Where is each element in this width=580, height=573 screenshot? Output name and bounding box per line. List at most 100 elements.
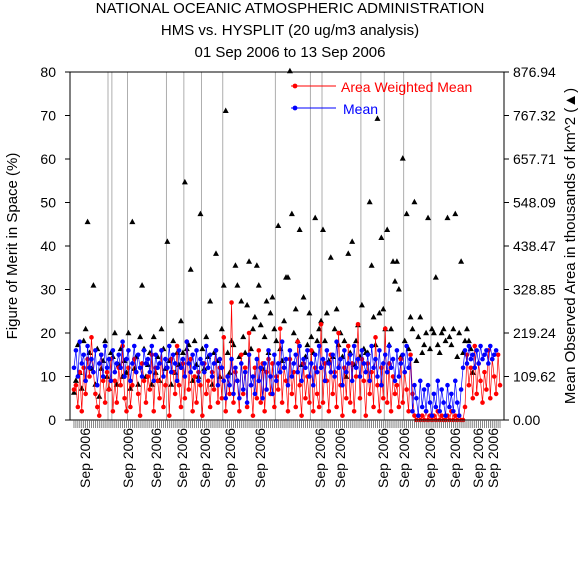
chart-title: NATIONAL OCEANIC ATMOSPHERIC ADMINISTRAT…	[96, 0, 485, 17]
mean-point	[338, 356, 343, 362]
mean-point	[375, 374, 380, 379]
mean-point	[81, 352, 86, 358]
area-triangle-point	[232, 262, 239, 268]
mean-point	[433, 404, 439, 410]
area-triangle-point	[425, 214, 432, 221]
right-tick-label: 109.62	[513, 368, 556, 384]
area-weighted-mean-point	[73, 382, 79, 388]
area-weighted-mean-point	[198, 382, 203, 388]
mean-point	[104, 365, 110, 371]
mean-point	[295, 369, 301, 375]
area-triangle-point	[384, 226, 391, 233]
area-weighted-mean-point	[493, 391, 499, 397]
area-weighted-mean-point	[240, 391, 246, 397]
area-weighted-mean-point	[275, 387, 281, 392]
mean-point	[178, 365, 184, 371]
mean-point	[454, 400, 460, 405]
area-weighted-mean-point	[100, 378, 106, 384]
area-weighted-mean-point	[484, 387, 489, 392]
mean-point	[410, 409, 415, 414]
mean-point	[219, 365, 225, 371]
area-triangle-point	[271, 325, 278, 332]
area-weighted-mean-point	[495, 352, 501, 358]
right-y-axis-label: Mean Observed Area in thousands of km^2 …	[562, 88, 579, 404]
area-weighted-mean-point	[167, 413, 172, 418]
area-triangle-point	[454, 353, 461, 360]
mean-point	[365, 352, 371, 358]
mean-point	[384, 369, 390, 375]
mean-point	[149, 343, 155, 349]
area-weighted-mean-point	[229, 300, 234, 305]
area-weighted-mean-point	[419, 413, 425, 418]
mean-point	[202, 369, 207, 375]
area-triangle-point	[349, 238, 356, 244]
area-triangle-point	[438, 329, 445, 336]
x-tick-label: Sep 2006	[375, 428, 391, 488]
area-triangle-point	[90, 282, 97, 288]
mean-point	[390, 356, 396, 362]
area-triangle-point	[244, 301, 251, 308]
area-triangle-point	[292, 305, 299, 312]
mean-point	[205, 365, 211, 371]
area-triangle-point	[374, 115, 381, 121]
mean-point	[242, 369, 248, 375]
mean-point	[139, 374, 145, 379]
area-triangle-point	[415, 333, 422, 340]
mean-point	[301, 356, 306, 362]
mean-point	[493, 348, 499, 353]
area-triangle-point	[413, 357, 420, 363]
area-weighted-mean-point	[104, 369, 110, 375]
mean-point	[233, 365, 238, 371]
mean-point	[93, 348, 98, 353]
mean-point	[264, 387, 269, 392]
area-weighted-mean-point	[334, 404, 339, 410]
mean-point	[79, 361, 85, 366]
mean-point	[324, 348, 330, 353]
mean-point	[165, 365, 170, 371]
mean-point	[182, 374, 188, 379]
area-triangle-point	[304, 341, 311, 348]
area-weighted-mean-point	[221, 335, 227, 340]
area-triangle-point	[318, 317, 325, 324]
area-triangle-point	[450, 325, 457, 332]
mean-point	[468, 356, 474, 362]
area-triangle-point	[448, 341, 455, 348]
mean-point	[423, 409, 429, 414]
mean-point	[396, 374, 402, 379]
area-triangle-point	[72, 377, 79, 383]
area-weighted-mean-point	[155, 378, 160, 384]
mean-point	[268, 374, 273, 379]
area-weighted-mean-point	[223, 409, 229, 414]
mean-point	[116, 352, 122, 358]
mean-point	[297, 343, 302, 349]
mean-point	[332, 374, 337, 379]
area-weighted-mean-point	[309, 348, 314, 353]
area-triangle-point	[207, 297, 214, 304]
area-triangle-point	[257, 321, 264, 328]
area-weighted-mean-point	[375, 382, 380, 388]
mean-point	[217, 356, 223, 362]
area-triangle-point	[220, 282, 227, 288]
mean-point	[345, 361, 351, 366]
area-weighted-mean-point	[351, 409, 357, 414]
mean-point	[221, 378, 227, 384]
area-triangle-point	[417, 313, 424, 320]
x-tick-label: Sep 2006	[422, 428, 438, 488]
area-weighted-mean-point	[289, 391, 295, 397]
mean-point	[312, 352, 318, 358]
area-weighted-mean-point	[102, 400, 108, 405]
area-triangle-point	[125, 329, 132, 336]
mean-point	[73, 348, 79, 353]
mean-point	[377, 348, 382, 353]
chart-subtitle: HMS vs. HYSPLIT (20 ug/m3 analysis)	[161, 22, 419, 39]
area-weighted-mean-point	[124, 409, 129, 414]
mean-point	[272, 352, 277, 358]
mean-point	[163, 356, 168, 362]
area-weighted-mean-point	[345, 343, 351, 349]
mean-point	[279, 339, 285, 345]
mean-point	[412, 382, 417, 388]
area-triangle-point	[388, 325, 395, 332]
area-weighted-mean-point	[75, 404, 81, 410]
area-weighted-mean-point	[361, 378, 367, 384]
area-triangle-point	[150, 333, 157, 340]
